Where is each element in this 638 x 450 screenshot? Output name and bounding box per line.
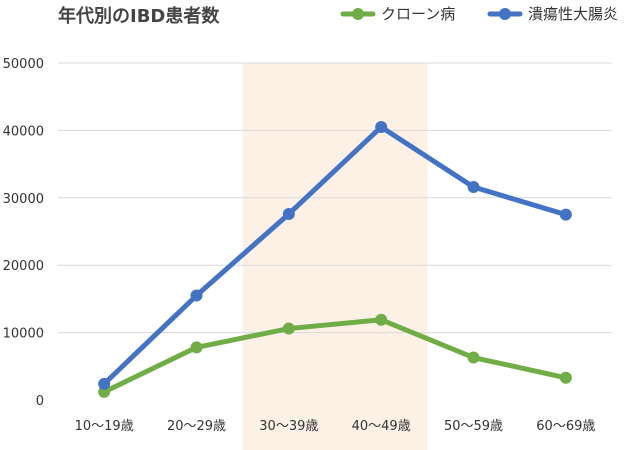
x-tick-label: 10〜19歳 bbox=[75, 419, 134, 434]
chart-title: 年代別のIBD患者数 bbox=[58, 5, 220, 27]
x-tick-label: 40〜49歳 bbox=[352, 419, 411, 434]
data-point bbox=[467, 351, 480, 364]
y-tick-label: 30000 bbox=[3, 192, 44, 207]
data-point bbox=[375, 313, 388, 326]
x-tick-label: 60〜69歳 bbox=[536, 419, 595, 434]
legend-item: 潰瘍性大腸炎 bbox=[487, 5, 618, 23]
series-line bbox=[101, 124, 569, 387]
legend-label: クローン病 bbox=[381, 5, 455, 23]
y-gridlines bbox=[58, 62, 612, 334]
x-tick-label: 20〜29歳 bbox=[167, 419, 226, 434]
data-point bbox=[282, 207, 295, 220]
legend-item: クローン病 bbox=[340, 5, 455, 23]
x-tick-label: 50〜59歳 bbox=[444, 419, 503, 434]
data-point bbox=[98, 377, 111, 390]
legend-label: 潰瘍性大腸炎 bbox=[528, 5, 618, 23]
series-line bbox=[101, 317, 569, 395]
legend: クローン病 潰瘍性大腸炎 bbox=[340, 5, 618, 23]
data-point bbox=[190, 341, 203, 354]
y-axis-ticks: 0 10000 20000 30000 40000 50000 bbox=[3, 57, 44, 409]
series-group bbox=[98, 121, 572, 398]
legend-swatch-marker bbox=[499, 8, 511, 20]
data-point bbox=[190, 289, 203, 302]
highlight-band bbox=[242, 63, 428, 450]
x-tick-label: 30〜39歳 bbox=[259, 419, 318, 434]
data-point bbox=[375, 121, 388, 134]
y-tick-label: 0 bbox=[36, 394, 44, 409]
y-tick-label: 10000 bbox=[3, 327, 44, 342]
data-point bbox=[467, 181, 480, 194]
y-tick-label: 40000 bbox=[3, 124, 44, 139]
data-point bbox=[559, 208, 572, 221]
series-2 bbox=[98, 121, 572, 390]
x-axis-ticks: 10〜19歳 20〜29歳 30〜39歳 40〜49歳 50〜59歳 60〜69歳 bbox=[75, 419, 596, 434]
y-tick-label: 20000 bbox=[3, 259, 44, 274]
data-point bbox=[559, 371, 572, 384]
legend-swatch-marker bbox=[352, 8, 364, 20]
data-point bbox=[282, 322, 295, 335]
y-tick-label: 50000 bbox=[3, 57, 44, 72]
